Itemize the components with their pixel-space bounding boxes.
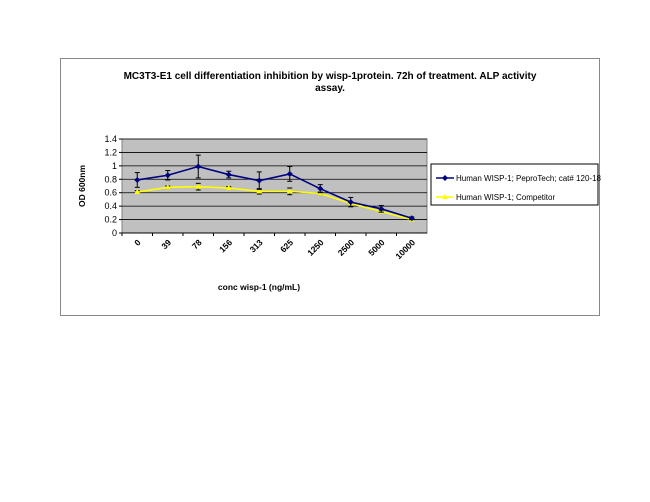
x-tick-label: 1250 xyxy=(305,237,326,258)
legend-label: Human WISP-1; Competitor xyxy=(456,193,555,202)
y-tick-label: 0.8 xyxy=(104,174,117,184)
data-point xyxy=(286,170,293,177)
data-point xyxy=(286,188,293,194)
data-point xyxy=(134,176,141,183)
y-tick-label: 1 xyxy=(112,161,117,171)
x-tick-label: 10000 xyxy=(393,237,417,261)
y-tick-label: 0.2 xyxy=(104,215,117,225)
y-tick-label: 0.4 xyxy=(104,201,117,211)
x-tick-label: 156 xyxy=(217,237,234,254)
y-tick-label: 0.6 xyxy=(104,188,117,198)
data-point xyxy=(164,184,171,190)
data-point xyxy=(347,199,354,206)
legend-marker xyxy=(442,175,448,181)
data-point xyxy=(317,185,324,192)
data-point xyxy=(378,205,385,212)
y-tick-label: 1.2 xyxy=(104,147,117,157)
x-tick-label: 625 xyxy=(278,237,295,254)
y-tick-label: 1.4 xyxy=(104,134,117,144)
data-point xyxy=(256,177,263,184)
legend-marker xyxy=(442,194,448,199)
x-tick-label: 0 xyxy=(132,237,143,248)
data-point xyxy=(256,188,263,194)
x-tick-label: 2500 xyxy=(336,237,357,258)
data-point xyxy=(134,189,141,195)
x-tick-label: 39 xyxy=(159,237,173,251)
data-point xyxy=(408,215,415,222)
series-line xyxy=(137,165,412,219)
x-tick-label: 313 xyxy=(248,237,265,254)
y-axis-label: OD 600nm xyxy=(77,165,87,207)
data-point xyxy=(225,185,232,191)
series-line xyxy=(137,185,412,221)
x-axis-label: conc wisp-1 (ng/mL) xyxy=(218,282,300,292)
data-point xyxy=(225,171,232,178)
chart-title: assay. xyxy=(315,83,345,94)
data-point xyxy=(195,183,202,189)
x-tick-label: 78 xyxy=(190,237,204,251)
legend-label: Human WISP-1; PeproTech; cat# 120-18 xyxy=(456,174,602,183)
x-tick-label: 5000 xyxy=(366,237,387,258)
chart-frame xyxy=(60,58,600,316)
data-point xyxy=(164,172,171,179)
y-tick-label: 0 xyxy=(112,228,117,238)
legend xyxy=(430,163,599,206)
chart-title: MC3T3-E1 cell differentiation inhibition… xyxy=(124,71,537,82)
data-point xyxy=(195,163,202,170)
